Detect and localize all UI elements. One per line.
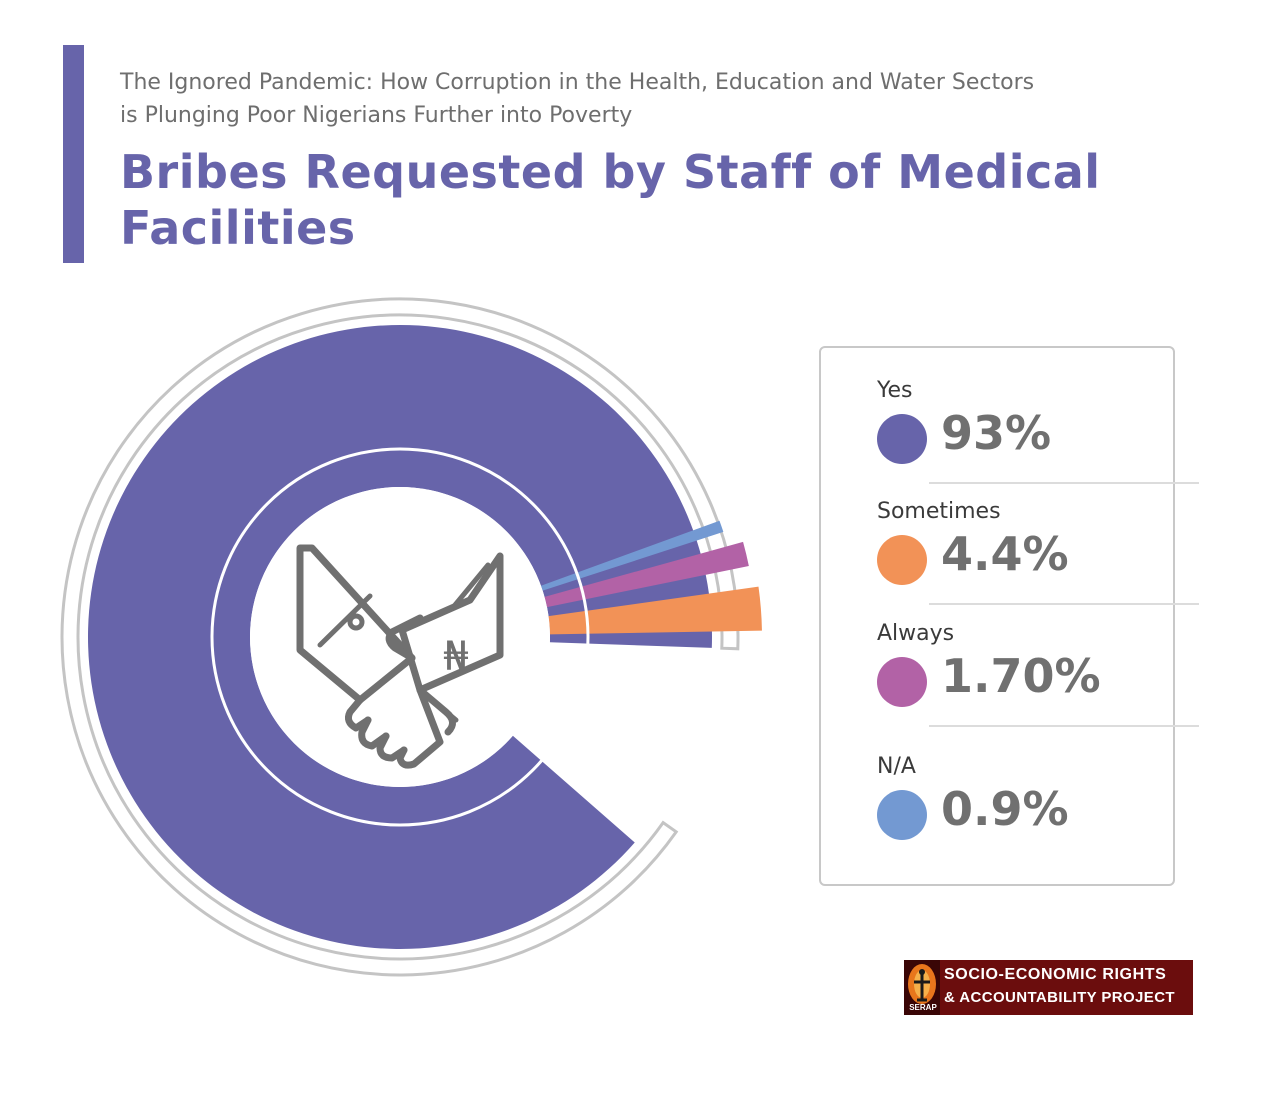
currency-symbol: ₦ (443, 634, 468, 680)
legend-value: 0.9% (941, 782, 1069, 836)
legend-label: Sometimes (877, 499, 1001, 524)
legend-swatch (877, 657, 927, 707)
legend-value: 4.4% (941, 527, 1069, 581)
legend-swatch (877, 790, 927, 840)
serap-logo: SERAP SOCIO-ECONOMIC RIGHTS & ACCOUNTABI… (904, 960, 1193, 1015)
legend-divider (929, 482, 1199, 484)
subtitle: The Ignored Pandemic: How Corruption in … (120, 66, 1180, 132)
legend-label: N/A (877, 754, 916, 779)
serap-emblem-icon (904, 960, 940, 1015)
legend-value: 1.70% (941, 649, 1101, 703)
pie-slice-yes (88, 325, 713, 949)
inner-ring (210, 447, 590, 827)
legend-label: Yes (877, 378, 913, 403)
subtitle-line-2: is Plunging Poor Nigerians Further into … (120, 103, 633, 128)
logo-line-2: & ACCOUNTABILITY PROJECT (944, 989, 1175, 1006)
pie-slice-na (540, 520, 724, 591)
outer-ring-band (60, 297, 740, 977)
pie-slices (88, 325, 762, 949)
subtitle-line-1: The Ignored Pandemic: How Corruption in … (120, 70, 1035, 95)
logo-short: SERAP (909, 1003, 937, 1012)
legend: Yes 93% Sometimes 4.4% Always 1.70% N/A … (819, 346, 1199, 886)
legend-divider (929, 603, 1199, 605)
center-hole (250, 487, 550, 787)
legend-value: 93% (941, 406, 1052, 460)
legend-label: Always (877, 621, 955, 646)
logo-line-1: SOCIO-ECONOMIC RIGHTS (944, 966, 1167, 983)
legend-swatch (877, 414, 927, 464)
legend-swatch (877, 535, 927, 585)
handshake-money-icon (296, 544, 504, 769)
pie-slice-always (544, 541, 749, 608)
chart-title: Bribes Requested by Staff of Medical Fac… (120, 144, 1160, 256)
accent-bar (63, 45, 84, 263)
title-line-2: Facilities (120, 201, 356, 255)
pie-slice-sometimes (548, 586, 762, 635)
title-line-1: Bribes Requested by Staff of Medical (120, 145, 1101, 199)
legend-divider (929, 725, 1199, 727)
outer-ring (60, 297, 740, 977)
